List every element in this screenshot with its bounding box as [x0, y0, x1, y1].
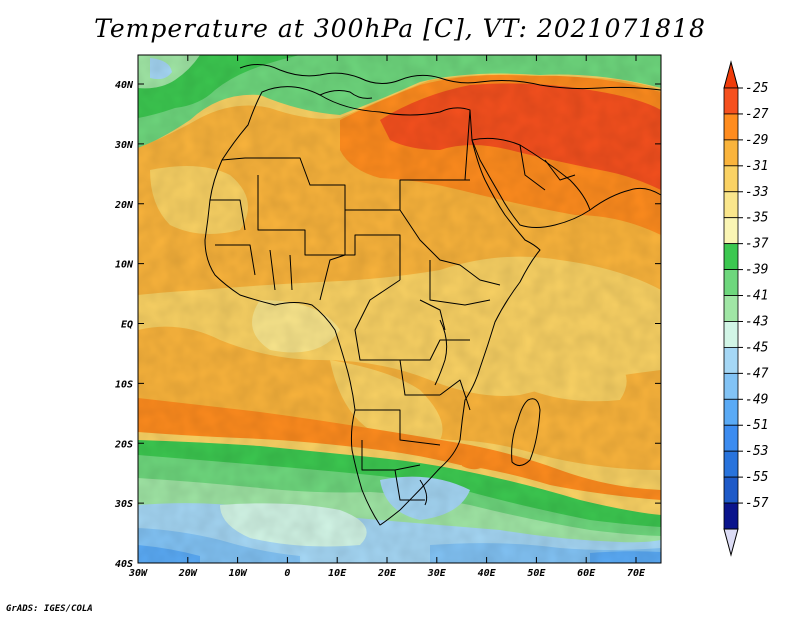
lon-label: 50E — [527, 568, 546, 579]
lon-label: 10E — [328, 568, 347, 579]
lat-label: 40S — [115, 559, 133, 570]
lon-label: 40E — [478, 568, 497, 579]
colorbar-label: -39 — [745, 263, 768, 278]
lon-label: 0 — [284, 568, 290, 579]
colorbar-swatch — [723, 424, 739, 452]
colorbar-swatch — [723, 165, 739, 193]
lon-label: 20E — [377, 568, 397, 579]
temperature-field — [138, 55, 661, 563]
colorbar-label: -55 — [745, 470, 769, 485]
colorbar-label: -57 — [745, 496, 769, 511]
coastlines — [204, 64, 662, 526]
colorbar-swatch — [723, 476, 739, 504]
colorbar-label: -31 — [745, 159, 768, 174]
colorbar-label: -47 — [745, 366, 769, 381]
colorbar-label: -41 — [745, 289, 768, 304]
colorbar-swatch — [723, 191, 739, 219]
colorbar-swatch — [723, 347, 739, 374]
lon-label: 30W — [128, 568, 148, 579]
colorbar-label: -37 — [745, 237, 769, 252]
colorbar-swatch — [723, 398, 739, 426]
colorbar-label: -27 — [745, 107, 769, 122]
lat-label: EQ — [121, 320, 133, 331]
colorbar-swatch — [723, 113, 739, 141]
lat-label: 10N — [115, 260, 134, 271]
colorbar-label: -43 — [745, 314, 768, 329]
colorbar: -25 -27 -29 -31 -33 -35 -37 -39 -41 -43 -45 -47 -49 -… — [723, 60, 769, 557]
map-frame — [137, 54, 662, 564]
credit-label: GrADS: IGES/COLA — [6, 604, 93, 614]
lat-label: 30S — [114, 499, 133, 510]
map-title: Temperature at 300hPa [C], VT: 202107181… — [94, 14, 706, 43]
colorbar-label: -25 — [745, 81, 769, 96]
lon-label: 10W — [229, 568, 248, 579]
colorbar-swatch — [723, 139, 739, 167]
lon-label: 70E — [627, 568, 646, 579]
lon-label: 20W — [178, 568, 198, 579]
lat-label: 10S — [115, 379, 133, 390]
lat-label: 40N — [115, 80, 134, 91]
colorbar-label: -53 — [745, 444, 768, 459]
colorbar-label: -49 — [745, 392, 768, 407]
colorbar-swatch — [723, 321, 739, 348]
colorbar-swatch — [723, 502, 739, 530]
colorbar-swatch — [723, 243, 739, 270]
colorbar-swatch — [723, 450, 739, 478]
colorbar-label: -45 — [745, 340, 769, 355]
lat-label: 20N — [114, 200, 134, 211]
colorbar-swatch — [723, 217, 739, 245]
colorbar-swatch — [723, 87, 739, 115]
lon-label: 30E — [427, 568, 447, 579]
colorbar-swatch — [723, 269, 739, 296]
lat-label: 20S — [114, 439, 133, 450]
colorbar-label: -51 — [745, 418, 768, 433]
lon-label: 60E — [577, 568, 596, 579]
colorbar-bottom-arrow — [723, 528, 739, 557]
colorbar-swatch — [723, 295, 739, 322]
colorbar-swatch — [723, 372, 739, 400]
lat-label: 30N — [114, 140, 134, 151]
colorbar-label: -29 — [745, 133, 768, 148]
latitude-axis: 40N 30N 20N 10N EQ 10S 20S 30S 40S — [114, 80, 661, 570]
colorbar-label: -35 — [745, 211, 769, 226]
longitude-axis: 30W 20W 10W 0 10E 20E 30E 40E 50E 60E 70E — [128, 55, 646, 579]
colorbar-label: -33 — [745, 185, 768, 200]
colorbar-top-arrow — [723, 60, 739, 89]
